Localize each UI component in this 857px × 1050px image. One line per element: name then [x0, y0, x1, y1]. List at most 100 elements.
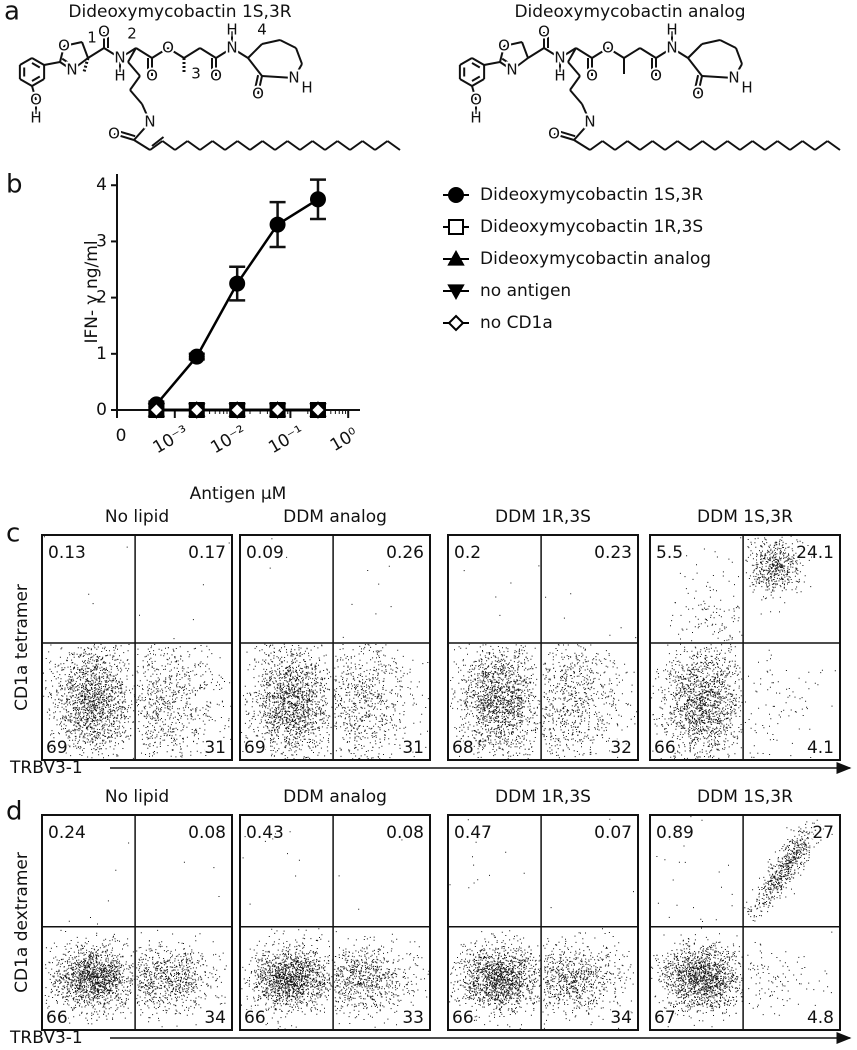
- marker: [448, 219, 464, 235]
- bond: [789, 140, 804, 151]
- x-axis-title: Antigen μM: [190, 484, 287, 504]
- atom-label: H: [226, 21, 237, 39]
- atom-label: O: [98, 23, 110, 41]
- event-dots: [241, 928, 334, 1030]
- bond: [247, 43, 263, 59]
- bond: [31, 62, 41, 69]
- atom-label: H: [741, 79, 752, 97]
- quadrant-percent: 32: [610, 738, 632, 758]
- legend-label: no CD1a: [480, 313, 553, 333]
- bond: [324, 140, 339, 151]
- bond: [483, 61, 501, 66]
- event-dots: [43, 536, 128, 605]
- quadrant-percent: 66: [46, 1008, 68, 1028]
- atom-label: N: [288, 69, 299, 87]
- quadrant-percent: 34: [610, 1008, 632, 1028]
- marker: [447, 249, 465, 266]
- bond: [349, 140, 364, 151]
- plot-frame: [239, 814, 431, 1031]
- legend-label: no antigen: [480, 281, 571, 301]
- bond: [247, 57, 263, 77]
- bond: [81, 41, 89, 59]
- quadrant-percent: 0.24: [48, 823, 86, 843]
- plot-frame: [41, 814, 233, 1031]
- bond: [19, 78, 33, 87]
- event-dots: [542, 644, 638, 759]
- quadrant-percent: 24.1: [796, 543, 834, 563]
- bond: [231, 47, 249, 59]
- quadrant-percent: 67: [654, 1008, 676, 1028]
- marker: [447, 284, 465, 301]
- event-dots: [542, 928, 634, 1029]
- plot-title: DDM analog: [283, 787, 387, 807]
- bond: [59, 45, 65, 63]
- x-tick-label: 10⁻²: [207, 422, 249, 458]
- quadrant-percent: 68: [452, 738, 474, 758]
- bond: [693, 74, 700, 94]
- panel-label: a: [4, 0, 20, 27]
- bond: [714, 140, 729, 151]
- bond: [43, 61, 61, 66]
- bond: [573, 121, 591, 141]
- quadrant-percent: 27: [812, 823, 834, 843]
- bond: [569, 89, 583, 105]
- marker: [188, 348, 205, 365]
- bond: [676, 140, 691, 151]
- plot-title: DDM 1R,3S: [495, 507, 591, 527]
- bond: [569, 75, 581, 91]
- event-dots: [745, 535, 812, 615]
- bond: [459, 78, 473, 87]
- event-dots: [139, 542, 230, 640]
- bond: [151, 136, 165, 147]
- bond: [735, 47, 743, 65]
- bond: [186, 140, 201, 151]
- bond: [499, 61, 513, 71]
- event-dots: [136, 929, 227, 1028]
- bond: [167, 47, 185, 59]
- bond: [751, 140, 766, 151]
- quadrant-percent: 0.13: [48, 543, 86, 563]
- bond: [527, 47, 545, 59]
- y-tick-label: 1: [96, 344, 107, 364]
- bond: [459, 57, 473, 66]
- atom-label: N: [144, 113, 155, 131]
- event-dots: [651, 927, 743, 1028]
- bond: [471, 62, 481, 69]
- quadrant-percent: 5.5: [656, 543, 683, 563]
- quadrant-percent: 0.2: [454, 543, 481, 563]
- quadrant-percent: 0.08: [386, 823, 424, 843]
- bond: [589, 140, 604, 151]
- event-dots: [241, 643, 333, 760]
- event-dots: [68, 842, 130, 925]
- bond: [503, 41, 523, 47]
- bond: [133, 139, 151, 151]
- atom-label: H: [554, 67, 565, 85]
- bond: [601, 140, 616, 151]
- bond: [471, 85, 477, 101]
- bond: [215, 47, 233, 59]
- marker: [448, 187, 464, 203]
- bond: [19, 57, 33, 66]
- bond: [374, 140, 389, 151]
- series-line: [155, 198, 319, 406]
- quadrant-percent: 33: [402, 1008, 424, 1028]
- quadrant-percent: 0.89: [656, 823, 694, 843]
- bond: [687, 43, 703, 59]
- event-dots: [747, 931, 833, 1025]
- x-axis-title: TRBV3-1: [9, 758, 83, 778]
- x-tick-label: 10⁰: [327, 424, 362, 456]
- event-dots: [334, 931, 430, 1028]
- bond: [261, 75, 295, 79]
- bond: [607, 47, 625, 59]
- bond: [671, 47, 689, 59]
- plot-frame: [447, 814, 639, 1031]
- bond: [129, 75, 141, 91]
- bond: [664, 140, 679, 151]
- bond: [826, 140, 841, 151]
- quadrant-percent: 66: [244, 1008, 266, 1028]
- bond: [776, 140, 791, 151]
- x-axis-title: TRBV3-1: [9, 1028, 83, 1048]
- bond: [261, 39, 281, 45]
- bond: [501, 57, 515, 68]
- y-tick-label: 0: [96, 400, 107, 420]
